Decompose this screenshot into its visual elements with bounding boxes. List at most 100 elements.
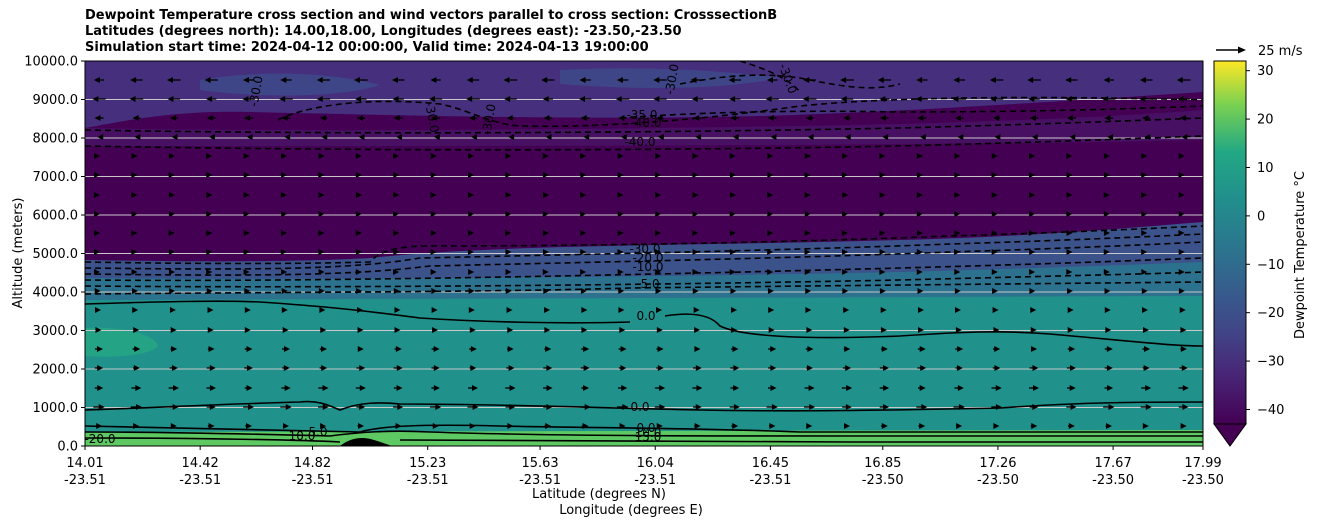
wind-arrow-head [98,404,105,410]
wind-arrow-head [132,288,139,294]
wind-arrow-head [94,288,101,294]
wind-arrow-head [504,96,511,102]
contour-mid-4 [85,257,1203,282]
wind-arrow-head [1180,327,1187,333]
wind-arrow-head [1029,192,1036,198]
wind-arrow-head [430,269,437,275]
wind-arrow-head [468,288,475,294]
wind-arrow-head [617,230,624,236]
wind-arrow-head [396,134,403,140]
wind-arrow-head [468,211,475,217]
wind-arrow-head [994,346,1001,352]
colorbar-tick-label: −20 [1257,306,1284,321]
y-tick-label: 7000.0 [33,170,79,185]
wind-arrow-head [1102,96,1109,102]
wind-arrow-head [580,153,587,159]
wind-arrow-head [93,249,100,255]
wind-arrow-head [617,211,624,217]
wind-arrow-head [584,404,591,410]
wind-arrow-head [882,365,889,371]
colorbar-tick-label: −10 [1257,258,1284,273]
contour-upper-4 [619,105,1203,119]
wind-arrow-head [94,172,101,178]
contour-label: -5.0 [636,277,659,291]
contour-label: 0.0 [630,400,649,414]
wind-arrow-head [617,269,624,275]
wind-arrow-head [657,346,664,352]
wind-arrow-head [692,269,699,275]
wind-arrow-head [1178,288,1185,294]
wind-arrow-head [509,404,516,410]
wind-arrow-head [97,385,104,391]
wind-arrow-head [1066,115,1073,121]
wind-arrow-head [1067,327,1074,333]
wind-arrow-head [695,404,702,410]
wind-arrow-head [209,365,216,371]
wind-arrow-head [244,327,251,333]
contour-upper-2 [85,135,1203,151]
wind-arrow-head [470,346,477,352]
colorbar-label: Dewpoint Temperature °C [1293,171,1308,339]
colorbar-ticks: 30 20 10 0 −10 −20 −30 −40 [1246,64,1284,418]
wind-arrow-head [394,307,401,313]
wind-arrow-head [957,385,964,391]
wind-arrow-head [767,77,774,83]
y-tick-label: 8000.0 [33,132,79,147]
wind-arrow-head [953,77,960,83]
wind-arrow-head [546,404,553,410]
wind-arrow-head [620,365,627,371]
wind-arrow-head [1066,269,1073,275]
wind-arrow-head [954,211,961,217]
wind-arrow-head [655,269,662,275]
wind-arrow-head [952,96,959,102]
wind-arrow-head [842,269,849,275]
wind-arrow-head [94,230,101,236]
wind-arrow-head [991,249,998,255]
wind-arrow-head [1178,192,1185,198]
wind-arrow-head [841,230,848,236]
wind-arrow-head [769,423,776,429]
wind-arrow-head [579,77,586,83]
wind-arrow-head [131,249,138,255]
colorbar: 30 20 10 0 −10 −20 −30 −40 Dewpoint Temperature… [1213,60,1308,447]
x-tick-label-lat: 14.01 [66,456,103,471]
wind-arrow-head [767,288,774,294]
wind-arrow-head [957,346,964,352]
contour-label: 0.0 [636,309,655,323]
wind-arrow-head [469,327,476,333]
wind-arrow-head [93,192,100,198]
wind-arrow-head [320,327,327,333]
wind-arrow-head [130,77,137,83]
wind-arrow-head [729,153,736,159]
wind-arrow-head [580,288,587,294]
wind-arrow-head [393,153,400,159]
wind-arrow-head [428,96,435,102]
wind-arrow-head [281,115,288,121]
contour-mid-1 [85,225,1203,265]
wind-arrow-head [1145,385,1152,391]
contour-low-2 [85,430,1203,437]
wind-arrow-head [1142,115,1149,121]
wind-arrow-head [804,269,811,275]
wind-arrow-head [620,134,627,140]
wind-arrow-head [167,96,174,102]
wind-arrow-head [430,249,437,255]
wind-arrow-head [583,385,590,391]
x-tick-label-lat: 15.63 [521,456,558,471]
wind-arrow-head [246,346,253,352]
wind-arrow-head [318,172,325,178]
wind-arrow-head [657,134,664,140]
wind-arrow-head [508,134,515,140]
wind-arrow-head [319,307,326,313]
x-axis-label: Latitude (degrees N) [532,487,666,502]
wind-arrow-head [94,153,101,159]
wind-arrow-head [243,269,250,275]
wind-arrow-head [1029,269,1036,275]
wind-arrow-head [359,385,366,391]
wind-arrow-head [1104,288,1111,294]
wind-arrow-head [170,327,177,333]
wind-arrow-head [1066,249,1073,255]
wind-arrow-head [617,249,624,255]
wind-arrow-head [1106,346,1113,352]
wind-arrow-head [655,153,662,159]
